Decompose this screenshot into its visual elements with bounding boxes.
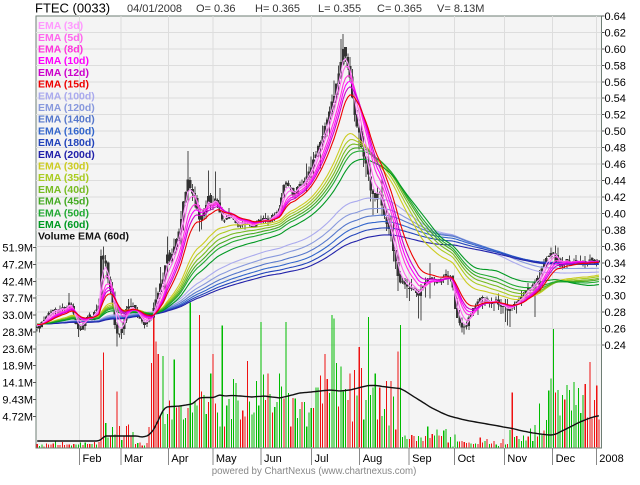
svg-text:0.46: 0.46	[605, 159, 626, 171]
svg-text:EMA (10d): EMA (10d)	[38, 55, 89, 67]
svg-text:0.26: 0.26	[605, 324, 626, 336]
svg-text:0.52: 0.52	[605, 110, 626, 122]
svg-text:EMA (60d): EMA (60d)	[38, 219, 89, 231]
svg-text:EMA (5d): EMA (5d)	[38, 32, 83, 44]
svg-text:C= 0.365: C= 0.365	[377, 3, 422, 15]
svg-text:Jun: Jun	[264, 453, 282, 465]
svg-text:Sep: Sep	[412, 453, 432, 465]
svg-text:EMA (200d): EMA (200d)	[38, 149, 95, 161]
svg-text:EMA (120d): EMA (120d)	[38, 102, 95, 114]
svg-text:0.44: 0.44	[605, 176, 626, 188]
svg-text:0.54: 0.54	[605, 93, 626, 105]
svg-text:28.3M: 28.3M	[2, 327, 33, 339]
svg-text:0.32: 0.32	[605, 274, 626, 286]
svg-text:47.2M: 47.2M	[2, 259, 33, 271]
svg-text:0.62: 0.62	[605, 28, 626, 40]
svg-text:Dec: Dec	[556, 453, 576, 465]
svg-text:EMA (140d): EMA (140d)	[38, 114, 95, 126]
svg-text:51.9M: 51.9M	[2, 243, 33, 255]
svg-text:EMA (160d): EMA (160d)	[38, 125, 95, 137]
svg-text:0.34: 0.34	[605, 258, 626, 270]
svg-text:Apr: Apr	[171, 453, 188, 465]
svg-text:EMA (100d): EMA (100d)	[38, 90, 95, 102]
svg-text:0.56: 0.56	[605, 77, 626, 89]
svg-text:O= 0.36: O= 0.36	[196, 3, 235, 15]
svg-text:L= 0.355: L= 0.355	[318, 3, 361, 15]
svg-text:42.4M: 42.4M	[2, 276, 33, 288]
svg-text:EMA (3d): EMA (3d)	[38, 20, 83, 32]
svg-text:23.6M: 23.6M	[2, 344, 33, 356]
svg-text:33.0M: 33.0M	[2, 310, 33, 322]
svg-text:FTEC (0033): FTEC (0033)	[35, 1, 110, 16]
svg-text:powered by ChartNexus (www.cha: powered by ChartNexus (www.chartnexus.co…	[212, 466, 417, 477]
svg-text:18.9M: 18.9M	[2, 361, 33, 373]
svg-text:2008: 2008	[599, 453, 623, 465]
svg-text:EMA (15d): EMA (15d)	[38, 79, 89, 91]
svg-text:0.30: 0.30	[605, 291, 626, 303]
svg-text:EMA (8d): EMA (8d)	[38, 44, 83, 56]
svg-text:37.7M: 37.7M	[2, 293, 33, 305]
svg-text:Volume EMA (60d): Volume EMA (60d)	[38, 231, 129, 243]
svg-text:Mar: Mar	[124, 453, 143, 465]
svg-text:4.72M: 4.72M	[2, 411, 33, 423]
svg-text:14.1M: 14.1M	[2, 378, 33, 390]
svg-text:Oct: Oct	[458, 453, 475, 465]
svg-text:0.36: 0.36	[605, 241, 626, 253]
svg-text:0.28: 0.28	[605, 307, 626, 319]
svg-text:0.40: 0.40	[605, 208, 626, 220]
svg-text:EMA (12d): EMA (12d)	[38, 67, 89, 79]
svg-text:EMA (50d): EMA (50d)	[38, 207, 89, 219]
svg-text:9.43M: 9.43M	[2, 394, 33, 406]
svg-text:Jul: Jul	[315, 453, 329, 465]
svg-text:Feb: Feb	[83, 453, 102, 465]
svg-text:V= 8.13M: V= 8.13M	[437, 3, 484, 15]
svg-text:Nov: Nov	[507, 453, 527, 465]
svg-text:0.60: 0.60	[605, 44, 626, 56]
svg-text:EMA (30d): EMA (30d)	[38, 161, 89, 173]
svg-text:EMA (45d): EMA (45d)	[38, 196, 89, 208]
svg-text:May: May	[216, 453, 237, 465]
svg-text:EMA (180d): EMA (180d)	[38, 137, 95, 149]
svg-text:EMA (40d): EMA (40d)	[38, 184, 89, 196]
svg-text:0.38: 0.38	[605, 225, 626, 237]
svg-text:EMA (35d): EMA (35d)	[38, 172, 89, 184]
svg-text:0.42: 0.42	[605, 192, 626, 204]
svg-text:0.48: 0.48	[605, 143, 626, 155]
svg-text:H= 0.365: H= 0.365	[255, 3, 300, 15]
svg-text:0.58: 0.58	[605, 60, 626, 72]
svg-text:Aug: Aug	[363, 453, 383, 465]
svg-text:04/01/2008: 04/01/2008	[127, 3, 182, 15]
svg-text:0.64: 0.64	[605, 11, 626, 23]
svg-text:0.50: 0.50	[605, 126, 626, 138]
svg-text:0.24: 0.24	[605, 340, 626, 352]
